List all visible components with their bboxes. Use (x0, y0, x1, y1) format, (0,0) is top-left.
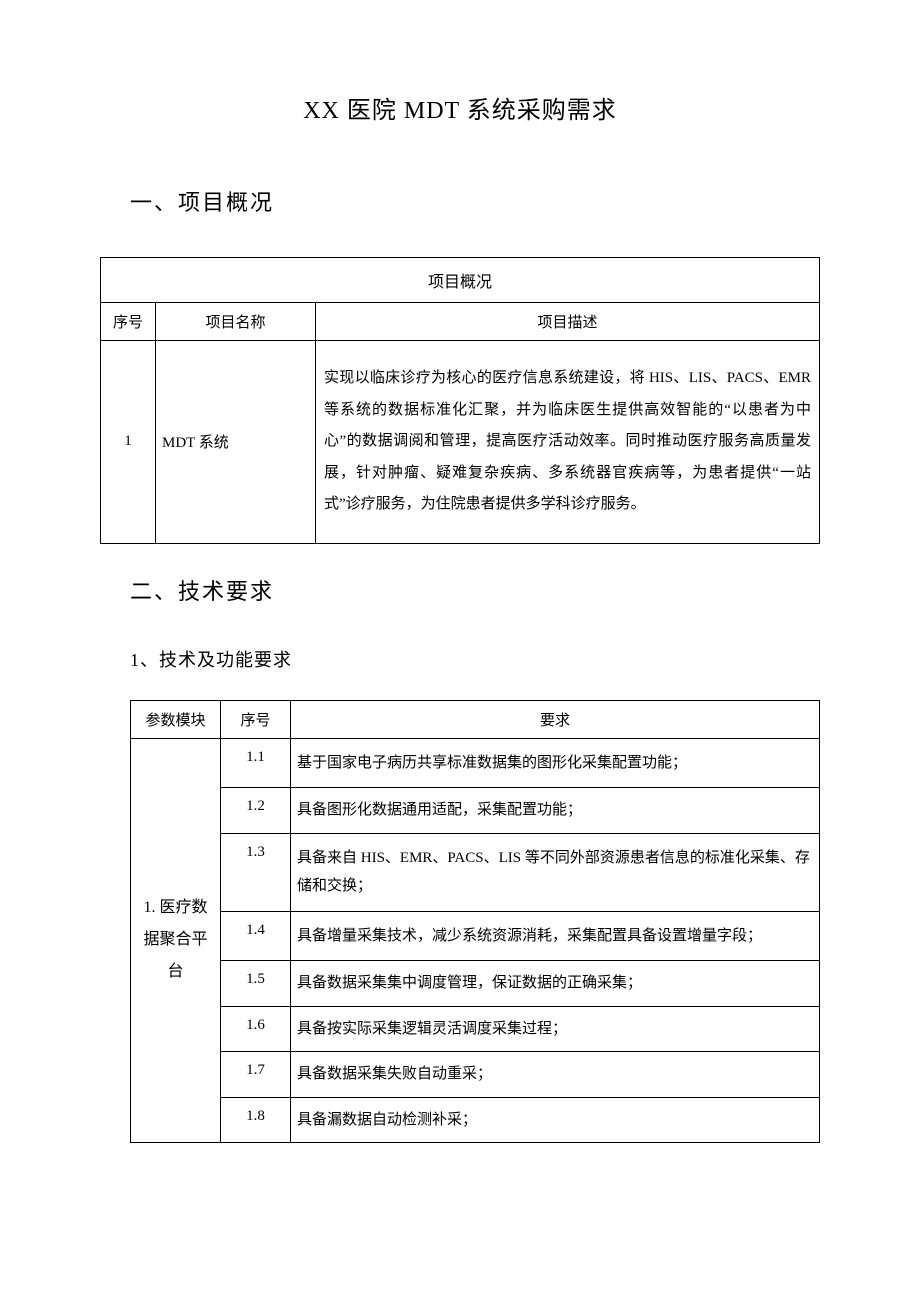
table-row: 1.2 具备图形化数据通用适配，采集配置功能； (131, 788, 820, 834)
cell-name: MDT 系统 (156, 341, 316, 544)
table-row: 1 MDT 系统 实现以临床诊疗为核心的医疗信息系统建设，将 HIS、LIS、P… (101, 341, 820, 544)
cell-seq: 1.5 (221, 961, 291, 1007)
cell-module: 1. 医疗数据聚合平台 (131, 738, 221, 1143)
col-header-seq: 序号 (221, 700, 291, 738)
col-header-seq: 序号 (101, 303, 156, 341)
project-overview-table: 项目概况 序号 项目名称 项目描述 1 MDT 系统 实现以临床诊疗为核心的医疗… (100, 257, 820, 544)
document-page: XX 医院 MDT 系统采购需求 一、项目概况 项目概况 序号 项目名称 项目描… (0, 0, 920, 1301)
project-overview-table-wrap: 项目概况 序号 项目名称 项目描述 1 MDT 系统 实现以临床诊疗为核心的医疗… (100, 257, 820, 544)
section-2-heading: 二、技术要求 (130, 574, 820, 606)
tech-requirements-table-wrap: 参数模块 序号 要求 1. 医疗数据聚合平台 1.1 基于国家电子病历共享标准数… (130, 700, 820, 1144)
cell-req: 具备增量采集技术，减少系统资源消耗，采集配置具备设置增量字段； (291, 911, 820, 961)
table-row: 1. 医疗数据聚合平台 1.1 基于国家电子病历共享标准数据集的图形化采集配置功… (131, 738, 820, 788)
cell-seq: 1.8 (221, 1097, 291, 1143)
cell-req: 具备数据采集失败自动重采； (291, 1052, 820, 1098)
col-header-module: 参数模块 (131, 700, 221, 738)
table-row: 1.6 具备按实际采集逻辑灵活调度采集过程； (131, 1006, 820, 1052)
cell-seq: 1.2 (221, 788, 291, 834)
table-row: 序号 项目名称 项目描述 (101, 303, 820, 341)
col-header-desc: 项目描述 (316, 303, 820, 341)
cell-req: 具备图形化数据通用适配，采集配置功能； (291, 788, 820, 834)
cell-seq: 1 (101, 341, 156, 544)
tech-requirements-table: 参数模块 序号 要求 1. 医疗数据聚合平台 1.1 基于国家电子病历共享标准数… (130, 700, 820, 1144)
section-1-heading: 一、项目概况 (130, 185, 820, 217)
col-header-req: 要求 (291, 700, 820, 738)
cell-req: 具备漏数据自动检测补采； (291, 1097, 820, 1143)
cell-seq: 1.7 (221, 1052, 291, 1098)
cell-seq: 1.3 (221, 833, 291, 911)
document-title: XX 医院 MDT 系统采购需求 (100, 90, 820, 125)
col-header-name: 项目名称 (156, 303, 316, 341)
cell-req: 具备数据采集集中调度管理，保证数据的正确采集； (291, 961, 820, 1007)
table-row: 参数模块 序号 要求 (131, 700, 820, 738)
cell-seq: 1.1 (221, 738, 291, 788)
cell-desc: 实现以临床诊疗为核心的医疗信息系统建设，将 HIS、LIS、PACS、EMR 等… (316, 341, 820, 544)
table-row: 1.7 具备数据采集失败自动重采； (131, 1052, 820, 1098)
table-row: 项目概况 (101, 258, 820, 303)
cell-req: 具备来自 HIS、EMR、PACS、LIS 等不同外部资源患者信息的标准化采集、… (291, 833, 820, 911)
table-row: 1.8 具备漏数据自动检测补采； (131, 1097, 820, 1143)
cell-req: 基于国家电子病历共享标准数据集的图形化采集配置功能； (291, 738, 820, 788)
cell-seq: 1.6 (221, 1006, 291, 1052)
table-row: 1.5 具备数据采集集中调度管理，保证数据的正确采集； (131, 961, 820, 1007)
table-caption: 项目概况 (101, 258, 820, 303)
cell-req: 具备按实际采集逻辑灵活调度采集过程； (291, 1006, 820, 1052)
table-row: 1.3 具备来自 HIS、EMR、PACS、LIS 等不同外部资源患者信息的标准… (131, 833, 820, 911)
table-row: 1.4 具备增量采集技术，减少系统资源消耗，采集配置具备设置增量字段； (131, 911, 820, 961)
section-2-sub-heading: 1、技术及功能要求 (130, 646, 820, 672)
cell-seq: 1.4 (221, 911, 291, 961)
